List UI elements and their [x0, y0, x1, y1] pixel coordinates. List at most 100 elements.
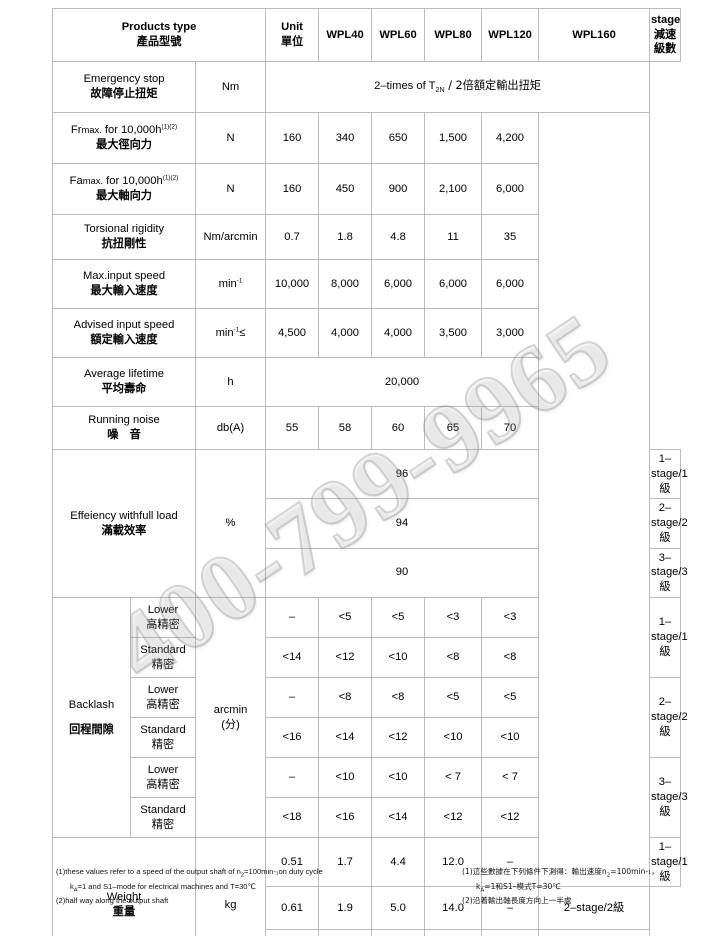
footnote-en-line1: (1)these values refer to a speed of the … — [56, 866, 396, 881]
backlash-r2-wpl60: <12 — [318, 637, 373, 679]
footnote-en-1-post: =100min-₁on duty cycle — [244, 867, 323, 876]
label-weight-en: Weight — [106, 891, 142, 904]
row-backlash-3-lower: Lower 高精密 – <10 <10 < 7 < 7 3–stage/3級 — [53, 757, 688, 839]
backlash-r6-wpl60: <16 — [318, 797, 373, 839]
weight-r1-wpl40: 0.51 — [265, 837, 320, 888]
row-torsional-rigidity: Torsional rigidity 抗扭剛性 Nm/arcmin 0.7 1.… — [52, 214, 681, 260]
label-weight-cn: 重量 — [112, 905, 136, 919]
footnote-en-2-sub: A — [73, 887, 78, 894]
stage-weight-1: 1–stage/1級 — [649, 837, 688, 888]
label-advised-input-speed: Advised input speed 額定輸入速度 — [52, 308, 196, 358]
value-torsional-wpl160: 35 — [481, 214, 540, 260]
label-lifetime-en: Average lifetime — [83, 368, 164, 381]
backlash-r6-wpl40: <18 — [265, 797, 320, 839]
grade-standard-en-2: Standard — [140, 723, 186, 736]
value-adv-speed-wpl60: 4,000 — [318, 308, 373, 358]
value-fa-max-wpl120: 2,100 — [424, 163, 483, 215]
label-weight: Weight 重量 — [52, 837, 196, 936]
emergency-text-sub: 2N — [435, 85, 445, 95]
grade-lower-en-1: Lower — [147, 603, 179, 616]
header-unit: Unit 單位 — [265, 8, 320, 62]
row-emergency-stop: Emergency stop 故障停止扭矩 Nm 2–times of T2N … — [52, 61, 681, 113]
stage-backlash-3: 3–stage/3級 — [649, 757, 688, 839]
header-unit-cn: 單位 — [280, 35, 304, 48]
value-noise-wpl160: 70 — [481, 406, 540, 450]
label-lifetime-cn: 平均壽命 — [101, 382, 147, 395]
grade-lower-en-2: Lower — [147, 683, 179, 696]
footnote-chinese: (1)這些數據在下列條件下測得：輸出速度n2=100min-₁， kA=1和S1… — [462, 866, 712, 907]
backlash-r4-wpl120: <10 — [424, 717, 483, 759]
unit-torsional: Nm/arcmin — [194, 214, 267, 260]
value-lifetime-all: 20,000 — [265, 357, 540, 407]
label-backlash: Backlash 回程間隙 — [52, 597, 131, 839]
label-max-speed-cn: 最大輸入速度 — [90, 284, 158, 297]
header-stage-en: stage — [651, 13, 681, 26]
weight-r1-wpl160: – — [481, 837, 540, 888]
adv-speed-unit-post: ≤ — [239, 326, 246, 339]
grade-standard-cn-2: 精密 — [151, 737, 175, 751]
value-max-speed-wpl40: 10,000 — [265, 259, 320, 309]
footnote-cn-1-post: =100min-₁， — [610, 867, 659, 876]
footnote-en-line3: (2)half way along the output shaft — [56, 896, 169, 906]
weight-r1-wpl80: 4.4 — [371, 837, 426, 888]
stage-column-spacer — [538, 111, 651, 888]
value-fa-max-wpl60: 450 — [318, 163, 373, 215]
backlash-r1-wpl80: <5 — [371, 597, 426, 639]
label-emergency-stop-cn: 故障停止扭矩 — [90, 87, 158, 100]
label-fr-max-cn: 最大徑向力 — [96, 138, 152, 151]
value-noise-wpl40: 55 — [265, 406, 320, 450]
fr-rest: for 10,000h — [101, 124, 162, 137]
value-torsional-wpl60: 1.8 — [318, 214, 373, 260]
value-noise-wpl80: 60 — [371, 406, 426, 450]
label-fr-max-en: Frmax. for 10,000h(1)(2) — [54, 123, 194, 138]
emergency-text-post: / 2倍額定輸出扭矩 — [444, 79, 541, 93]
fa-symbol: Fa — [69, 175, 83, 188]
header-model-wpl60: WPL60 — [371, 8, 426, 62]
row-backlash-1-lower: Backlash 回程間隙 Lower 高精密 arcmin (分) – <5 … — [52, 597, 688, 839]
row-max-input-speed: Max.input speed 最大輸入速度 min-1 10,000 8,00… — [52, 259, 681, 309]
weight-r1-wpl120: 12.0 — [424, 837, 483, 888]
unit-fr-max: N — [194, 112, 267, 164]
footnote-en-1-pre: (1)these values refer to a speed of the … — [56, 867, 241, 876]
grade-lower-cn-1: 高精密 — [146, 617, 180, 631]
value-fa-max-wpl160: 6,000 — [481, 163, 540, 215]
row-backlash-1-standard: Standard 精密 <14 <12 <10 <8 <8 — [53, 637, 681, 679]
weight-r3-wpl120: 16.0 — [424, 929, 483, 936]
weight-r2-wpl40: 0.61 — [265, 886, 320, 931]
weight-r3-wpl160: – — [481, 929, 540, 936]
label-backlash-en: Backlash — [68, 698, 115, 711]
backlash-r1-wpl120: <3 — [424, 597, 483, 639]
footnote-cn-2-sub: A — [480, 887, 485, 894]
backlash-r1-wpl160: <3 — [481, 597, 540, 639]
footnote-en-2-pre: k — [70, 881, 74, 891]
footnote-cn-line3: (2)沿着輸出軸長度方向上一半處 — [462, 896, 572, 906]
footnote-en-line2: kA=1 and S1–mode for electrical machines… — [56, 881, 396, 896]
footnote-cn-2-post: =1和S1–模式T=30℃ — [484, 881, 561, 891]
header-products-type-en: Products type — [121, 21, 197, 34]
value-torsional-wpl120: 11 — [424, 214, 483, 260]
footnote-cn-line2: kA=1和S1–模式T=30℃ — [462, 881, 712, 896]
value-efficiency-3stage: 90 — [265, 547, 540, 599]
row-advised-input-speed: Advised input speed 額定輸入速度 min-1≤ 4,500 … — [52, 308, 681, 358]
backlash-r1-wpl40: – — [265, 597, 320, 639]
row-backlash-2-lower: Lower 高精密 – <8 <8 <5 <5 2–stage/2級 — [53, 677, 688, 759]
value-adv-speed-wpl40: 4,500 — [265, 308, 320, 358]
stage-weight-2: 2–stage/2級 — [538, 886, 651, 931]
label-adv-speed-cn: 額定輸入速度 — [90, 333, 158, 346]
footnote-en-2-post: =1 and S1–mode for electrical machines a… — [77, 881, 257, 891]
row-efficiency-2: 94 2–stage/2級 — [53, 498, 688, 549]
value-fr-max-wpl80: 650 — [371, 112, 426, 164]
weight-r3-wpl40: 0.71 — [265, 929, 320, 936]
fr-symbol: Fr — [70, 124, 82, 137]
header-model-wpl80: WPL80 — [424, 8, 483, 62]
grade-lower-cn-2: 高精密 — [146, 697, 180, 711]
stage-efficiency-2: 2–stage/2級 — [649, 498, 688, 549]
value-adv-speed-wpl120: 3,500 — [424, 308, 483, 358]
value-noise-wpl120: 65 — [424, 406, 483, 450]
footnote-cn-1-sub: 2 — [606, 872, 611, 879]
header-model-wpl40: WPL40 — [318, 8, 373, 62]
label-noise-cn: 噪 音 — [107, 428, 141, 441]
weight-r3-wpl80: 5.5 — [371, 929, 426, 936]
backlash-r2-wpl120: <8 — [424, 637, 483, 679]
